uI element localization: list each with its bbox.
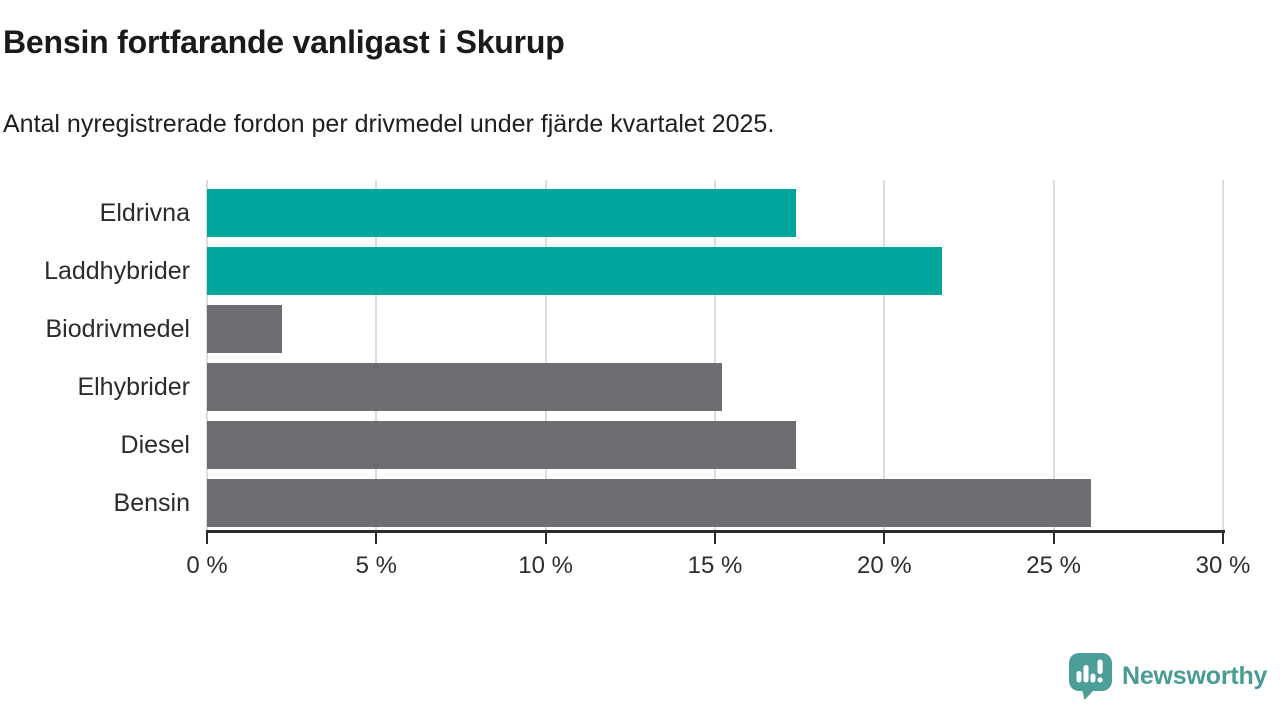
x-tick-10 [544, 531, 547, 544]
x-tick-20 [883, 531, 886, 544]
y-label-diesel: Diesel [120, 431, 190, 459]
x-tick-label-20: 20 % [856, 552, 912, 579]
y-label-elhybrider: Elhybrider [77, 373, 190, 401]
bar-biodrivmedel [207, 305, 282, 353]
x-tick-label-10: 10 % [518, 552, 573, 579]
x-tick-label-15: 15 % [687, 552, 743, 579]
x-tick-25 [1052, 531, 1055, 544]
chart-subtitle: Antal nyregistrerade fordon per drivmede… [3, 110, 775, 138]
bar-bensin [207, 479, 1091, 527]
x-tick-label-0: 0 % [186, 552, 228, 579]
x-tick-15 [714, 531, 716, 544]
gridline-10 [544, 180, 547, 531]
y-label-bensin: Bensin [113, 489, 190, 517]
bar-diesel [207, 421, 797, 469]
x-tick-30 [1222, 531, 1224, 544]
y-label-biodrivmedel: Biodrivmedel [45, 315, 190, 343]
x-tick-label-30: 30 % [1195, 552, 1251, 579]
y-axis-labels: Eldrivna Laddhybrider Biodrivmedel Elhybrid… [0, 180, 190, 531]
x-tick-label-5: 5 % [355, 552, 397, 579]
x-tick-label-25: 25 % [1026, 552, 1081, 579]
x-tick-5 [375, 531, 378, 544]
bar-laddhybrider [207, 247, 942, 295]
plot-area: 0 % 5 % 10 % 15 % 20 % 25 % 30 % [186, 180, 1250, 579]
newsworthy-logo: Newsworthy [1068, 652, 1267, 700]
bar-elhybrider [207, 363, 722, 411]
gridline-20 [883, 180, 886, 531]
gridline-5 [375, 180, 378, 531]
gridline-25 [1052, 180, 1055, 531]
y-label-eldrivna: Eldrivna [99, 199, 190, 227]
newsworthy-logo-icon [1069, 653, 1112, 700]
gridline-0 [206, 180, 208, 531]
chart-title: Bensin fortfarande vanligast i Skurup [3, 24, 565, 60]
bar-eldrivna [207, 189, 797, 237]
newsworthy-logo-text: Newsworthy [1122, 661, 1268, 690]
gridline-15 [714, 180, 716, 531]
x-tick-0 [206, 531, 208, 544]
gridline-30 [1222, 180, 1224, 531]
y-label-laddhybrider: Laddhybrider [44, 257, 190, 285]
x-axis-line [206, 530, 1225, 533]
